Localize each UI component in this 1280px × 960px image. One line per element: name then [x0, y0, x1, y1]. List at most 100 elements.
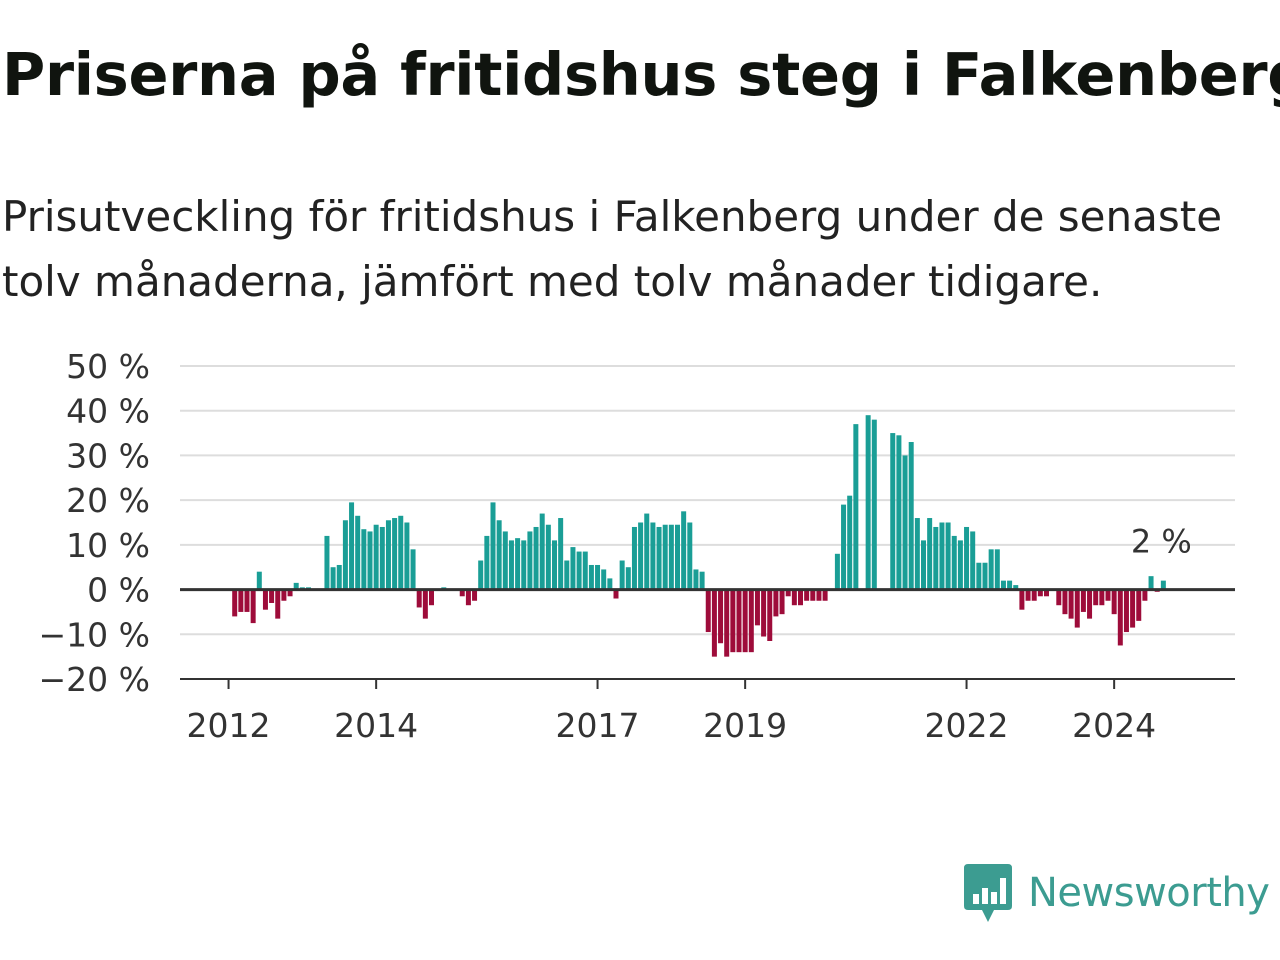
- y-tick-label: −10 %: [39, 615, 151, 654]
- newsworthy-logo-icon: [964, 864, 1012, 922]
- bar: [791, 589, 797, 606]
- bar: [515, 538, 521, 590]
- bar: [422, 589, 428, 619]
- bar: [1000, 580, 1006, 590]
- bar: [834, 553, 840, 590]
- bar: [398, 515, 404, 590]
- y-tick-label: −20 %: [39, 660, 151, 699]
- bar: [564, 560, 570, 590]
- x-tick-label: 2019: [703, 706, 787, 745]
- bar: [687, 522, 693, 590]
- bar: [705, 589, 711, 633]
- chart-subtitle: Prisutveckling för fritidshus i Falkenbe…: [2, 192, 1223, 306]
- bar: [724, 589, 730, 657]
- bar: [785, 589, 791, 597]
- bar: [748, 589, 754, 653]
- y-axis-labels: 50 % 40 % 30 % 20 % 10 % 0 % −10 % −20 %: [39, 347, 151, 699]
- bar: [324, 535, 330, 590]
- bar: [730, 589, 736, 653]
- bar: [558, 518, 564, 590]
- bar: [908, 442, 914, 590]
- bar: [373, 524, 379, 590]
- bar: [1160, 580, 1166, 590]
- bar: [1142, 589, 1148, 601]
- bar: [638, 522, 644, 590]
- bar: [1037, 589, 1043, 597]
- bar: [607, 578, 613, 590]
- bars: [232, 415, 1166, 657]
- bar: [773, 589, 779, 617]
- bar: [429, 589, 434, 606]
- newsworthy-logo-text: Newsworthy: [1028, 870, 1270, 916]
- bar: [693, 569, 699, 590]
- bar: [293, 582, 299, 590]
- bar: [921, 540, 926, 590]
- bar: [1019, 589, 1025, 610]
- bar: [490, 502, 496, 590]
- bar: [392, 518, 398, 590]
- bar: [595, 564, 601, 590]
- bar: [945, 522, 951, 590]
- y-tick-label: 30 %: [66, 436, 150, 475]
- bar: [902, 455, 908, 590]
- bar: [256, 571, 262, 590]
- bar: [650, 522, 656, 590]
- bar: [896, 435, 902, 590]
- bar: [232, 589, 238, 617]
- bar: [1013, 585, 1019, 590]
- bar: [416, 589, 422, 608]
- bar: [287, 589, 293, 597]
- x-tick-label: 2017: [556, 706, 640, 745]
- bar-chart: 50 %40 %30 %20 %10 %0 %−10 %−20 % 2012 20…: [39, 347, 1235, 745]
- bar: [964, 526, 970, 590]
- bar: [472, 589, 478, 601]
- bar: [250, 589, 256, 624]
- bar: [822, 589, 828, 601]
- bar: [779, 589, 785, 615]
- bar: [1087, 589, 1093, 619]
- bar: [330, 567, 336, 590]
- bar: [1074, 589, 1080, 628]
- bar: [816, 589, 822, 601]
- bar: [404, 522, 410, 590]
- bar: [484, 535, 490, 590]
- bar: [262, 589, 268, 610]
- bar: [613, 589, 619, 599]
- bar: [275, 589, 281, 619]
- bar: [988, 549, 994, 590]
- bar: [379, 526, 385, 590]
- bar: [1099, 589, 1105, 606]
- bar: [576, 551, 582, 590]
- bar: [736, 589, 742, 653]
- bar: [1080, 589, 1086, 612]
- x-axis-labels: 2012 2014 2017 2019 2022 2024: [187, 679, 1156, 745]
- bar: [1031, 589, 1037, 601]
- bar: [465, 589, 471, 606]
- bar: [914, 518, 920, 590]
- bar: [336, 564, 342, 590]
- bar: [619, 560, 625, 590]
- bar: [1123, 589, 1129, 633]
- bar: [570, 547, 576, 590]
- bar: [681, 511, 687, 590]
- bar: [853, 424, 859, 590]
- bar: [890, 433, 896, 590]
- y-tick-label: 40 %: [66, 392, 150, 431]
- bar: [951, 535, 957, 590]
- bar: [847, 495, 853, 590]
- bar: [1044, 589, 1049, 597]
- bar: [1025, 589, 1031, 601]
- bar: [1111, 589, 1117, 615]
- y-tick-label: 50 %: [66, 347, 150, 386]
- bar: [976, 562, 982, 590]
- newsworthy-logo: Newsworthy: [962, 862, 1270, 924]
- bar: [361, 529, 367, 590]
- bar: [718, 589, 724, 644]
- bar: [459, 589, 465, 597]
- annotations: 2 %: [1131, 523, 1192, 561]
- bar: [478, 560, 484, 590]
- bar: [1130, 589, 1136, 628]
- bar: [767, 589, 773, 641]
- bar: [508, 540, 514, 590]
- bar: [1056, 589, 1062, 606]
